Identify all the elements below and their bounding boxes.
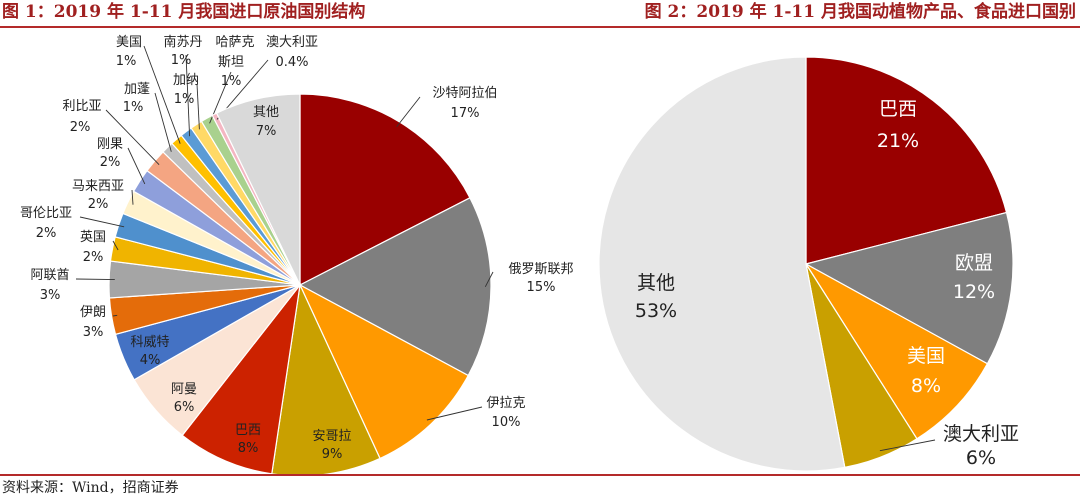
pie1-leader-line-17 (196, 83, 200, 130)
pie1-slice-name-label-20: 其他 (253, 105, 279, 120)
pie2-slice-name-label-0: 巴西 (879, 98, 917, 120)
pie1-slice-name-label-6: 科威特 (130, 335, 169, 350)
pie1-slice-value-label-16: 1% (171, 53, 192, 68)
source-divider (0, 474, 1080, 476)
pie1-slice-value-label-11: 2% (88, 197, 109, 212)
pie1-slice-value-label-12: 2% (100, 155, 121, 170)
pie1-leader-line-16 (185, 54, 191, 137)
pie1-leader-line-9 (112, 240, 119, 251)
figure-2-title: 图 2：2019 年 1-11 月我国动植物产品、食品进口国别 (644, 2, 1076, 22)
pie1-leader-line-0 (396, 96, 421, 128)
pie1-slice-name-label-18-1: 斯坦 (218, 55, 244, 70)
pie1-slice-name-label-5: 阿曼 (171, 382, 197, 397)
pie2-slice-name-label-4: 其他 (637, 272, 675, 294)
pie1-leader-line-13 (105, 109, 160, 166)
pie1-leader-line-1 (484, 271, 494, 288)
pie1-slice-name-label-0: 沙特阿拉伯 (432, 86, 497, 101)
pie1-slice-value-label-15: 1% (116, 54, 137, 69)
pie2-slice-0 (805, 56, 1008, 265)
pie1-leader-line-11 (131, 189, 134, 205)
pie1-slice-name-label-9: 英国 (80, 230, 106, 245)
pie1-slice-name-label-2: 伊拉克 (486, 396, 525, 411)
pie2-slice-name-label-2: 美国 (907, 345, 945, 367)
pie2-slice-value-label-4: 53% (635, 300, 677, 322)
pie1-slice-name-label-7: 伊朗 (80, 305, 106, 320)
pie1-slice-value-label-13: 2% (70, 120, 91, 135)
pie1-slice-20 (215, 93, 301, 286)
pie1-slice-value-label-5: 6% (174, 400, 195, 415)
pie1-slice-value-label-19: 0.4% (275, 55, 308, 70)
pie1-leader-line-7 (112, 314, 118, 317)
pie2-slice-1 (804, 211, 1014, 365)
pie1-leader-line-12 (127, 147, 146, 185)
pie1-leader-line-14 (154, 92, 172, 152)
pie1-slice-value-label-6: 4% (140, 353, 161, 368)
pie2-slice-value-label-0: 21% (877, 130, 919, 152)
title-divider (0, 26, 1080, 28)
pie1-slice-value-label-17: 1% (174, 92, 195, 107)
pie1-slice-value-label-2: 10% (492, 415, 521, 430)
pie2-slice-value-label-1: 12% (953, 281, 995, 303)
figure-1-title: 图 1：2019 年 1-11 月我国进口原油国别结构 (2, 2, 366, 22)
pie2-slice-4 (598, 56, 846, 472)
pie1-slice-name-label-17: 加纳 (173, 73, 199, 88)
pie1-slice-name-label-1: 俄罗斯联邦 (508, 262, 573, 277)
pie2-slice-value-label-3: 6% (966, 447, 996, 469)
pie1-slice-value-label-14: 1% (123, 100, 144, 115)
pie1-leader-line-15 (143, 45, 181, 144)
pie1-slice-name-label-18: 哈萨克 (215, 35, 254, 50)
pie1-slice-name-label-16: 南苏丹 (163, 34, 202, 50)
pie1-leader-line-10 (79, 216, 125, 228)
data-source-note: 资料来源：Wind，招商证券 (2, 480, 179, 496)
pie1-slice-0 (299, 93, 471, 286)
pie1-slice-value-label-9: 2% (83, 250, 104, 265)
pie1-slice-4 (181, 282, 301, 475)
pie1-slice-name-label-3: 安哥拉 (312, 429, 351, 444)
pie1-slice-name-label-13: 利比亚 (62, 99, 101, 114)
pie1-slice-name-label-12: 刚果 (97, 137, 123, 152)
pie1-slice-name-label-10: 哥伦比亚 (20, 206, 72, 221)
pie1-slice-name-label-14: 加蓬 (124, 82, 150, 97)
pie1-slice-value-label-20: 7% (256, 124, 277, 139)
pie-chart-crude-oil-imports: 沙特阿拉伯 17% 俄罗斯联邦 15% 伊拉克 10% 安哥拉 9% 巴西 8% 阿曼 6% 科威特 4%… (20, 34, 574, 477)
pie1-slice-name-label-15: 美国 (116, 35, 142, 50)
pie1-slice-value-label-7: 3% (83, 325, 104, 340)
pie1-leader-line-2 (426, 406, 483, 421)
pie1-slice-value-label-18: 1% (221, 74, 242, 89)
pie1-slice-value-label-4: 8% (238, 441, 259, 456)
pie1-slice-1 (298, 196, 492, 377)
pie2-slice-name-label-3: 澳大利亚 (943, 423, 1019, 445)
pie1-slice-value-label-3: 9% (322, 447, 343, 462)
pie1-slice-name-label-19: 澳大利亚 (266, 34, 318, 50)
pie1-slice-2 (298, 283, 470, 460)
pie1-slice-name-label-11: 马来西亚 (72, 179, 124, 194)
pie1-slice-name-label-4: 巴西 (235, 423, 261, 438)
pie1-slice-value-label-8: 3% (40, 288, 61, 303)
pie1-slice-value-label-1: 15% (527, 280, 556, 295)
pie1-slice-name-label-8: 阿联酋 (30, 267, 69, 283)
pie1-slice-value-label-10: 2% (36, 226, 57, 241)
pie1-leader-line-8 (75, 278, 115, 281)
pie2-leader-line-3 (879, 439, 936, 452)
pie2-slice-value-label-2: 8% (911, 375, 941, 397)
pie2-slice-2 (805, 263, 989, 440)
pie2-slice-name-label-1: 欧盟 (955, 252, 993, 274)
pie1-slice-value-label-0: 17% (451, 106, 480, 121)
